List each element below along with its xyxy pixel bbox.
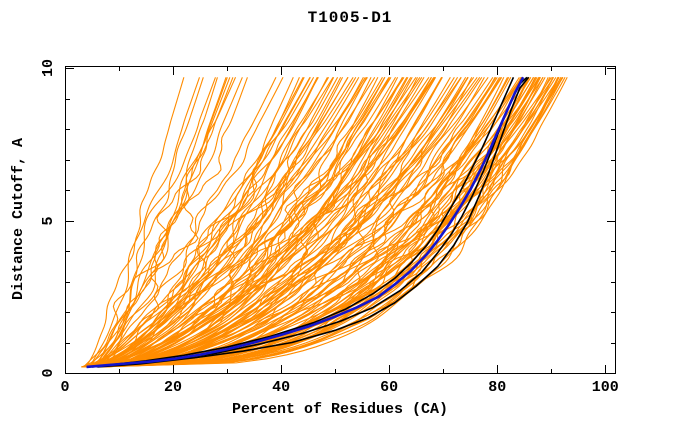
x-tick-label-80: 80 bbox=[488, 379, 507, 396]
x-tick-label-100: 100 bbox=[591, 379, 619, 396]
x-tick-labels: 0 20 40 60 80 100 bbox=[0, 380, 680, 398]
x-tick-label-20: 20 bbox=[164, 379, 183, 396]
x-tick-label-40: 40 bbox=[272, 379, 291, 396]
x-axis-label: Percent of Residues (CA) bbox=[231, 401, 449, 418]
x-tick-label-0: 0 bbox=[60, 379, 70, 396]
chart-title: T1005-D1 bbox=[307, 9, 393, 27]
y-axis-label: Distance Cutoff, A bbox=[10, 137, 27, 301]
x-tick-label-60: 60 bbox=[380, 379, 399, 396]
